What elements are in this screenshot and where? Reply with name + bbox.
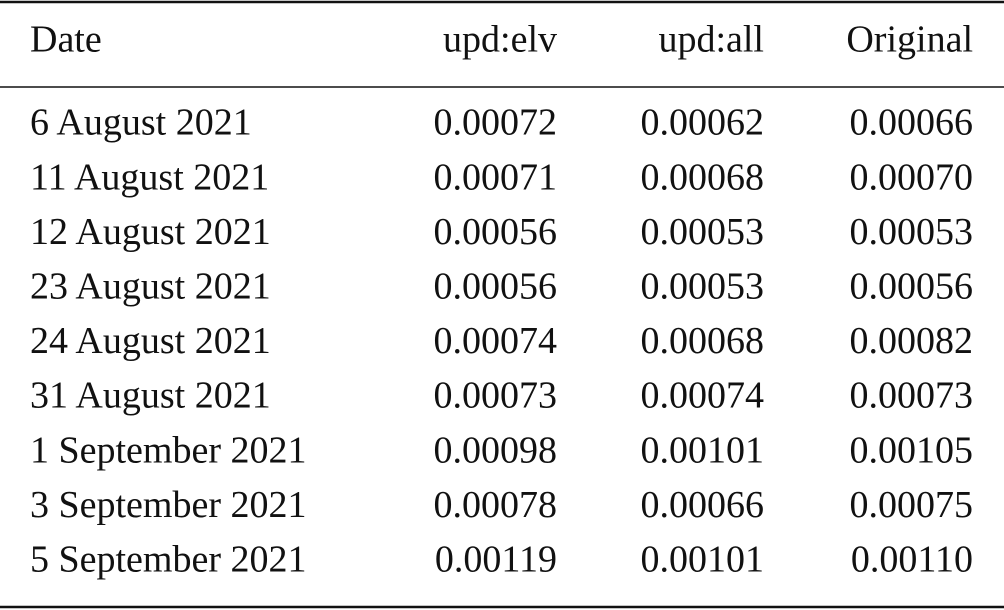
value-cell: 0.00101 bbox=[641, 539, 765, 581]
header-cell: upd:all bbox=[658, 19, 764, 61]
value-cell: 0.00071 bbox=[434, 156, 558, 198]
date-cell: 11 August 2021 bbox=[30, 156, 269, 198]
value-cell: 0.00066 bbox=[641, 484, 765, 526]
value-cell: 0.00110 bbox=[851, 539, 973, 581]
value-cell: 0.00068 bbox=[641, 320, 765, 362]
date-cell: 12 August 2021 bbox=[30, 211, 271, 253]
value-cell: 0.00068 bbox=[641, 156, 765, 198]
date-cell: 6 August 2021 bbox=[30, 102, 252, 144]
value-cell: 0.00053 bbox=[850, 211, 974, 253]
value-cell: 0.00053 bbox=[641, 266, 765, 308]
value-cell: 0.00056 bbox=[850, 266, 974, 308]
value-cell: 0.00098 bbox=[434, 429, 558, 471]
date-cell: 1 September 2021 bbox=[30, 429, 307, 471]
value-cell: 0.00070 bbox=[850, 156, 974, 198]
value-cell: 0.00074 bbox=[641, 375, 765, 417]
header-cell: Original bbox=[846, 19, 973, 61]
value-cell: 0.00073 bbox=[434, 375, 558, 417]
value-cell: 0.00078 bbox=[434, 484, 558, 526]
value-cell: 0.00082 bbox=[850, 320, 974, 362]
date-cell: 24 August 2021 bbox=[30, 320, 271, 362]
value-cell: 0.00101 bbox=[641, 429, 765, 471]
date-cell: 5 September 2021 bbox=[30, 539, 307, 581]
value-cell: 0.00066 bbox=[850, 102, 974, 144]
header-cell: upd:elv bbox=[443, 19, 557, 61]
value-cell: 0.00062 bbox=[641, 102, 765, 144]
value-cell: 0.00073 bbox=[850, 375, 974, 417]
value-cell: 0.00105 bbox=[850, 429, 974, 471]
value-cell: 0.00119 bbox=[435, 539, 557, 581]
value-cell: 0.00056 bbox=[434, 266, 558, 308]
value-cell: 0.00056 bbox=[434, 211, 558, 253]
date-cell: 23 August 2021 bbox=[30, 266, 271, 308]
header-cell: Date bbox=[30, 19, 102, 61]
value-cell: 0.00053 bbox=[641, 211, 765, 253]
value-cell: 0.00072 bbox=[434, 102, 558, 144]
date-cell: 3 September 2021 bbox=[30, 484, 307, 526]
value-cell: 0.00075 bbox=[850, 484, 974, 526]
date-cell: 31 August 2021 bbox=[30, 375, 271, 417]
value-cell: 0.00074 bbox=[434, 320, 558, 362]
